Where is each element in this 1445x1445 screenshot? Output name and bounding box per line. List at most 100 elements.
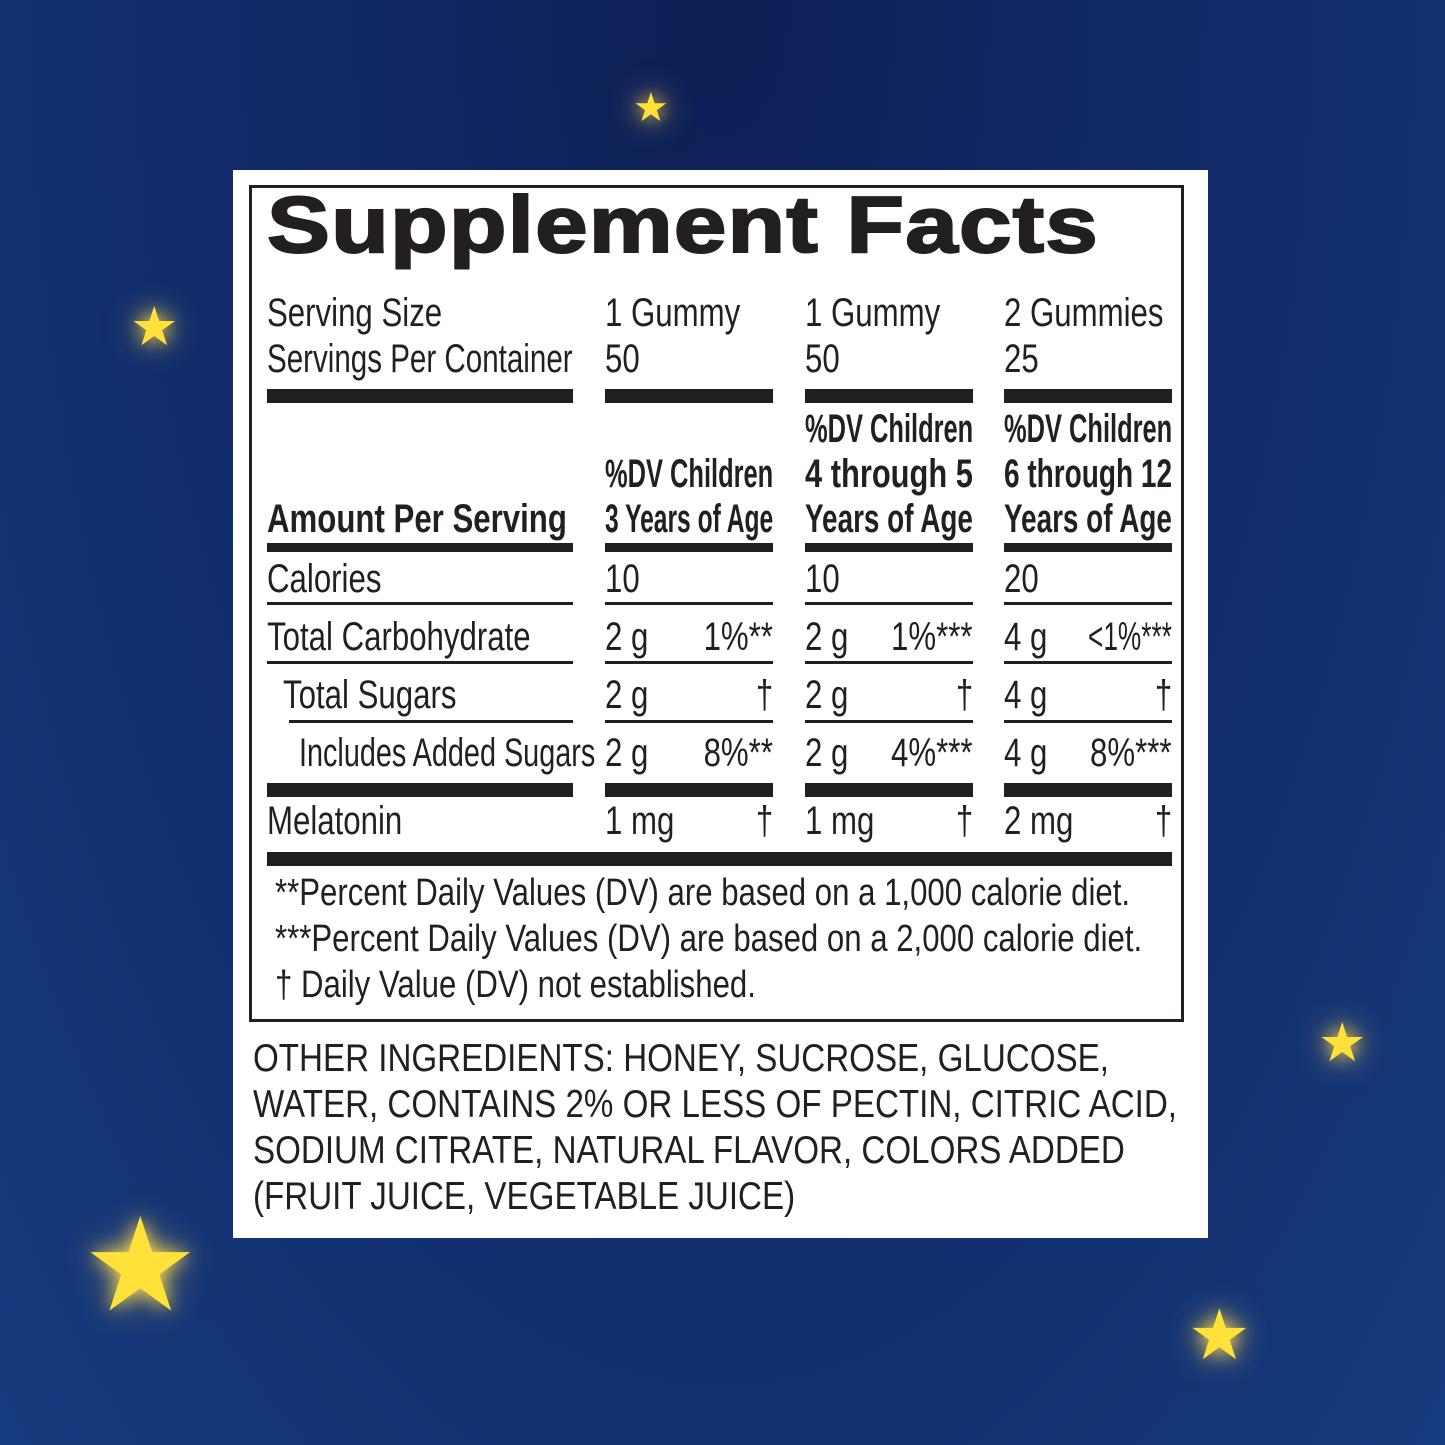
divider [267, 543, 573, 552]
nutrient-label: Melatonin [267, 799, 403, 843]
divider [1004, 389, 1172, 403]
serving-size-value: 1 Gummy [805, 291, 941, 335]
dv-value: † [1154, 673, 1172, 717]
servings-value-cell: 50 [805, 336, 850, 382]
thick-divider [267, 852, 1172, 866]
footnote-cell: † Daily Value (DV) not established. [275, 962, 861, 1008]
servings-value: 50 [805, 337, 840, 381]
servings-value: 50 [605, 337, 640, 381]
serving-size-value: 1 Gummy [605, 291, 741, 335]
supplement-facts-panel: Supplement Facts Serving Size Servings Pe… [233, 170, 1208, 1238]
nutrient-label: Includes Added Sugars [299, 731, 596, 775]
dv-value: 1%** [703, 615, 773, 659]
nutrient-label: Calories [267, 557, 382, 601]
nutrient-label-cell: Calories [267, 556, 414, 602]
dv-value-cell: † [951, 798, 973, 844]
amount-value-cell: 2 g [805, 614, 861, 660]
amount-value: 2 mg [1004, 799, 1074, 843]
amount-value-cell: 2 g [805, 730, 861, 776]
dv-value: 1%*** [891, 615, 973, 659]
divider [289, 720, 573, 723]
dv-value-cell: † [951, 672, 973, 718]
servings-value-cell: 25 [1004, 336, 1049, 382]
divider [1004, 720, 1172, 723]
star-icon: ★ [1188, 1296, 1251, 1374]
divider [605, 720, 773, 723]
dv-column-header-cell: Years of Age [805, 496, 1046, 542]
amount-value: 2 g [605, 673, 649, 717]
nutrient-label-cell: Total Carbohydrate [267, 614, 605, 660]
amount-value-cell: 2 g [605, 614, 661, 660]
amount-value: 2 g [805, 673, 849, 717]
dv-column-header-cell: %DV Children [805, 406, 1069, 452]
dv-value-cell: † [751, 798, 773, 844]
dv-value-cell: † [751, 672, 773, 718]
dv-column-header: Years of Age [805, 497, 973, 541]
divider [805, 602, 973, 605]
amount-value: 2 g [605, 615, 649, 659]
dv-column-header: %DV Children [1004, 407, 1173, 451]
dv-column-header: %DV Children [605, 452, 774, 496]
dv-value-cell: 8%*** [1067, 730, 1172, 776]
amount-value-cell: 1 mg [805, 798, 894, 844]
amount-value: 10 [805, 557, 840, 601]
amount-value-cell: 2 g [605, 730, 661, 776]
amount-value-cell: 10 [805, 556, 850, 602]
divider [805, 389, 973, 403]
divider [267, 661, 573, 664]
divider [805, 661, 973, 664]
ingredients-line: WATER, CONTAINS 2% OR LESS OF PECTIN, CI… [253, 1083, 1178, 1126]
amount-value: 20 [1004, 557, 1039, 601]
amount-value-cell: 1 mg [605, 798, 694, 844]
amount-value: 4 g [1004, 731, 1048, 775]
other-ingredients: OTHER INGREDIENTS: HONEY, SUCROSE, GLUCO… [253, 1036, 1193, 1220]
dv-value-cell: 4%*** [868, 730, 973, 776]
divider [267, 602, 573, 605]
footnote: † Daily Value (DV) not established. [275, 964, 756, 1006]
amount-value: 1 mg [805, 799, 875, 843]
divider [1004, 543, 1172, 552]
dv-value: † [955, 673, 973, 717]
amount-value-cell: 2 mg [1004, 798, 1093, 844]
dv-column-header: %DV Children [805, 407, 974, 451]
dv-value-cell: 1%*** [868, 614, 973, 660]
servings-value-cell: 50 [605, 336, 650, 382]
divider [605, 543, 773, 552]
star-icon: ★ [82, 1192, 199, 1338]
divider [1004, 661, 1172, 664]
dv-column-header-cell: %DV Children [605, 451, 869, 497]
dv-value: <1%*** [1088, 615, 1172, 659]
dv-value: 8%** [703, 731, 773, 775]
dv-column-header: 3 Years of Age [605, 497, 774, 541]
dv-value: † [755, 673, 773, 717]
dv-column-header-cell: 4 through 5 [805, 451, 1023, 497]
ingredients-line: SODIUM CITRATE, NATURAL FLAVOR, COLORS A… [253, 1129, 1125, 1172]
dv-column-header: 4 through 5 [805, 452, 973, 496]
dv-value: † [955, 799, 973, 843]
nutrient-label-cell: Includes Added Sugars [299, 730, 710, 776]
nutrient-label-cell: Total Sugars [283, 672, 505, 718]
serving-size-value-cell: 2 Gummies [1004, 290, 1209, 336]
dv-value-cell: 1%** [684, 614, 773, 660]
serving-size-label-cell: Serving Size [267, 290, 492, 336]
divider [605, 783, 773, 797]
amount-value: 2 g [605, 731, 649, 775]
amount-value: 4 g [1004, 615, 1048, 659]
dv-value: 4%*** [891, 731, 973, 775]
amount-value-cell: 10 [605, 556, 650, 602]
serving-size-value: 2 Gummies [1004, 291, 1164, 335]
facts-box [249, 185, 1184, 1022]
amount-value: 2 g [805, 615, 849, 659]
serving-size-value-cell: 1 Gummy [605, 290, 778, 336]
divider [805, 543, 973, 552]
divider [605, 661, 773, 664]
label-title: Supplement Facts [266, 179, 1099, 270]
amount-value-cell: 20 [1004, 556, 1049, 602]
amount-value: 2 g [805, 731, 849, 775]
dv-value-cell: † [1150, 798, 1172, 844]
amount-value-cell: 4 g [1004, 672, 1060, 718]
dv-column-header-cell: Years of Age [1004, 496, 1245, 542]
servings-per-container-label-cell: Servings Per Container [267, 336, 681, 382]
divider [1004, 602, 1172, 605]
nutrient-label: Total Sugars [283, 673, 457, 717]
